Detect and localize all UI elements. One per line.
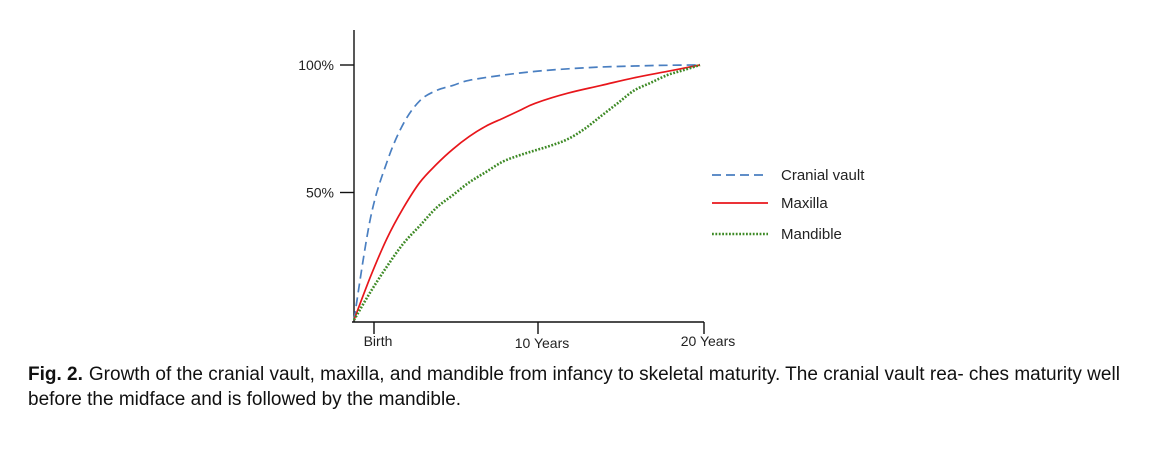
legend-label-mandible: Mandible [781, 226, 842, 243]
legend-label-maxilla: Maxilla [781, 195, 828, 212]
chart-legend: Cranial vault Maxilla Mandible [712, 167, 865, 243]
series-line-maxilla [353, 64, 701, 321]
chart-axes: 50% 100% Birth 10 Years 20 Years [298, 30, 735, 351]
growth-chart: 50% 100% Birth 10 Years 20 Years Cranial vau… [298, 30, 865, 351]
y-tick-label-50: 50% [306, 185, 334, 201]
chart-series [352, 63, 701, 321]
x-tick-label-20: 20 Years [681, 333, 736, 349]
x-tick-label-10: 10 Years [515, 335, 570, 351]
x-tick-label-0: Birth [364, 333, 393, 349]
figure-caption-text: Growth of the cranial vault, maxilla, an… [28, 364, 1120, 410]
figure-caption: Fig. 2. Growth of the cranial vault, maxi… [28, 362, 1128, 412]
legend-label-cranial-vault: Cranial vault [781, 167, 865, 184]
y-tick-label-100: 100% [298, 57, 334, 73]
series-line-mandible [352, 63, 701, 321]
figure-label: Fig. 2. [28, 364, 83, 385]
series-line-cranial-vault [353, 64, 701, 321]
